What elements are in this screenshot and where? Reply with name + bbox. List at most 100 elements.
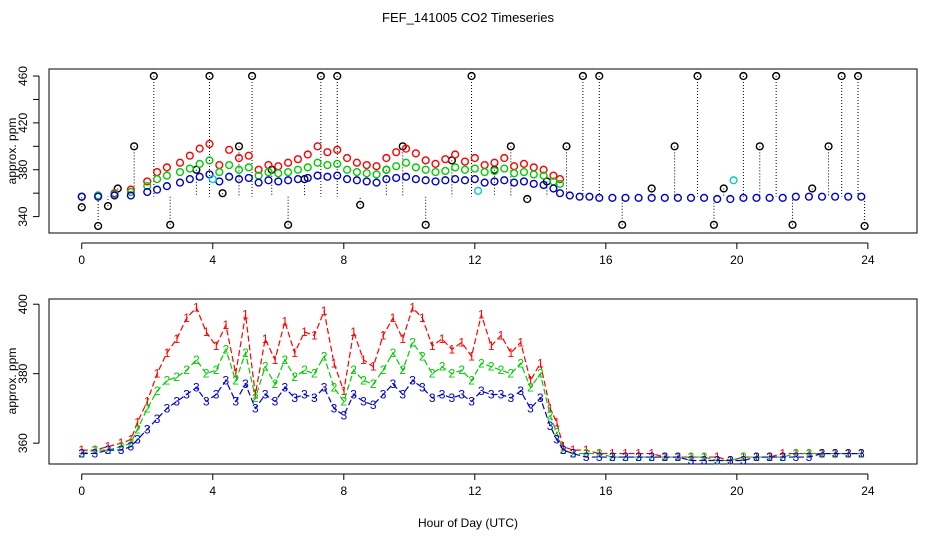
- point-ch3: [94, 192, 103, 201]
- marker-ch3: 3: [399, 388, 406, 402]
- marker-ch2: 2: [547, 408, 554, 422]
- point-ch2: [529, 170, 538, 179]
- marker-ch3: 3: [635, 450, 642, 464]
- point-ch2: [185, 164, 194, 173]
- marker-ch1: 1: [498, 328, 505, 342]
- marker-ch2: 2: [468, 374, 475, 388]
- marker-ch3: 3: [478, 384, 485, 398]
- bottom-y-tick-label: 400: [16, 294, 30, 314]
- marker-ch2: 2: [507, 367, 514, 381]
- marker-ch1: 1: [154, 367, 161, 381]
- point-ch3: [765, 193, 774, 202]
- marker-ch2: 2: [570, 447, 577, 461]
- top-x-tick-label: 8: [340, 253, 347, 267]
- point-ch2: [382, 165, 391, 174]
- marker-ch3: 3: [340, 408, 347, 422]
- marker-ch2: 2: [291, 370, 298, 384]
- marker-ch1: 1: [468, 349, 475, 363]
- point-ch3: [857, 192, 866, 201]
- point-ch2: [342, 165, 352, 174]
- line-ch3: [81, 379, 862, 462]
- marker-ch3: 3: [262, 388, 269, 402]
- marker-ch2: 2: [232, 374, 239, 388]
- marker-ch2: 2: [498, 363, 505, 377]
- marker-ch1: 1: [105, 440, 112, 454]
- top-x-tick-label: 24: [861, 253, 875, 267]
- marker-ch3: 3: [370, 398, 377, 412]
- marker-ch3: 3: [439, 388, 446, 402]
- point-ch2: [195, 159, 204, 168]
- point-raw: [103, 201, 113, 211]
- point-ch1: [313, 142, 322, 151]
- top-y-tick-label: 380: [16, 159, 30, 179]
- marker-ch1: 1: [419, 311, 426, 325]
- marker-ch1: 1: [272, 353, 279, 367]
- marker-ch3: 3: [92, 447, 99, 461]
- marker-ch3: 3: [701, 454, 708, 468]
- point-raw: [94, 221, 103, 231]
- point-ch3: [831, 192, 840, 201]
- point-ch3: [713, 194, 722, 204]
- point-ch1: [293, 155, 303, 164]
- point-raw: [853, 71, 863, 81]
- point-ch3: [293, 175, 303, 184]
- marker-ch2: 2: [560, 443, 567, 457]
- point-ch1: [382, 153, 391, 163]
- point-ch2: [362, 169, 371, 178]
- point-ch3: [647, 193, 656, 202]
- top-y-tick-label: 420: [16, 113, 30, 133]
- marker-ch2: 2: [488, 360, 495, 374]
- point-ch3: [804, 192, 814, 201]
- marker-ch3: 3: [609, 450, 616, 464]
- point-ch2: [555, 179, 565, 188]
- point-ch1: [254, 165, 263, 174]
- point-raw: [670, 142, 679, 151]
- point-ch3: [284, 176, 293, 185]
- marker-ch1: 1: [553, 415, 560, 429]
- marker-ch2: 2: [766, 450, 773, 464]
- marker-ch3: 3: [688, 454, 695, 468]
- marker-ch3: 3: [331, 401, 338, 415]
- bottom-x-tick-label: 20: [730, 484, 744, 498]
- top-y-tick-label: 460: [16, 66, 30, 86]
- marker-ch1: 1: [380, 328, 387, 342]
- line-ch2: [81, 341, 862, 462]
- point-ch1: [510, 162, 519, 171]
- top-panel-frame: [48, 68, 918, 234]
- marker-ch1: 1: [242, 308, 249, 322]
- marker-ch3: 3: [806, 450, 813, 464]
- marker-ch2: 2: [458, 363, 465, 377]
- marker-ch1: 1: [517, 335, 524, 349]
- marker-ch1: 1: [183, 311, 190, 325]
- point-ch2: [323, 160, 332, 170]
- point-ch3: [480, 178, 489, 187]
- marker-ch1: 1: [340, 384, 347, 398]
- marker-ch3: 3: [321, 381, 328, 395]
- bottom-x-tick-label: 16: [599, 484, 613, 498]
- point-ch2: [431, 167, 440, 177]
- bottom-x-tick-label: 8: [340, 484, 347, 498]
- marker-ch1: 1: [609, 447, 616, 461]
- marker-ch2: 2: [331, 381, 338, 395]
- point-ch1: [185, 151, 194, 160]
- point-ch1: [519, 159, 529, 168]
- marker-ch1: 1: [291, 346, 298, 360]
- point-raw: [618, 220, 627, 229]
- point-raw: [693, 71, 702, 81]
- marker-ch2: 2: [858, 447, 865, 461]
- point-ch2: [519, 167, 529, 177]
- point-ch3: [595, 193, 604, 202]
- marker-ch3: 3: [766, 450, 773, 464]
- marker-ch3: 3: [360, 394, 367, 408]
- point-ch3: [411, 175, 420, 184]
- point-raw: [739, 71, 748, 81]
- point-ch1: [126, 185, 135, 194]
- point-ch1: [274, 162, 283, 171]
- marker-ch3: 3: [301, 388, 308, 402]
- marker-ch3: 3: [570, 447, 577, 461]
- point-raw: [333, 71, 342, 81]
- point-ch3: [392, 173, 401, 183]
- point-ch1: [284, 158, 293, 167]
- top-x-tick-label: 0: [78, 253, 85, 267]
- point-raw: [234, 142, 244, 151]
